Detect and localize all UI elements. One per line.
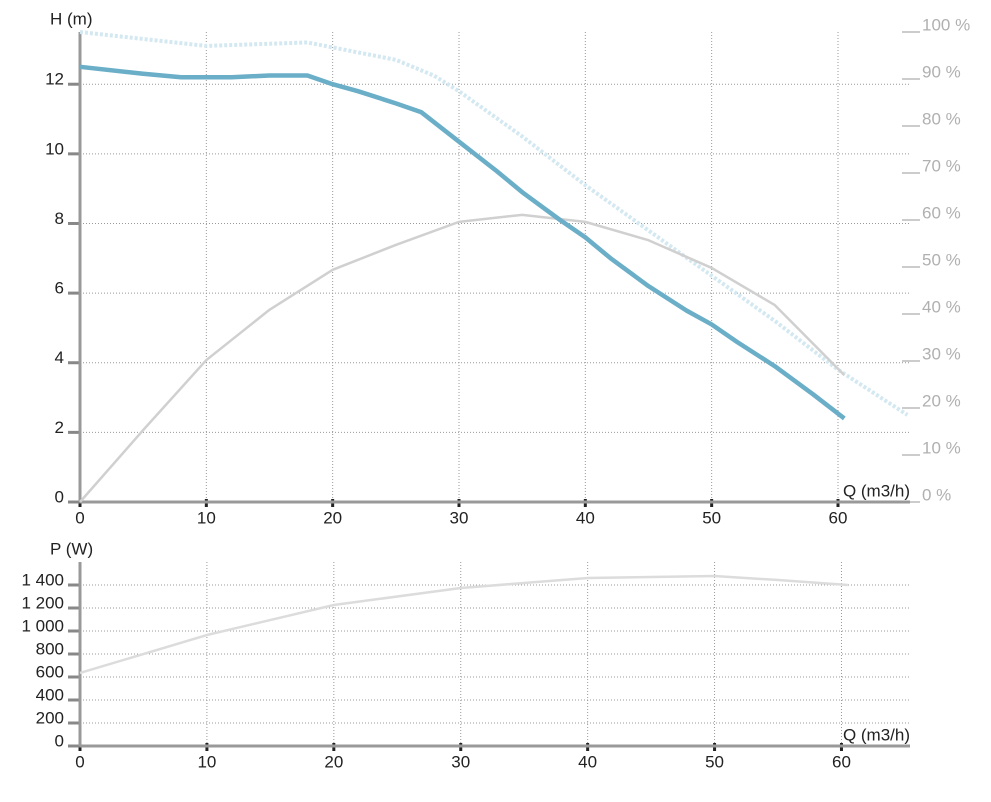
y-tick-label: 10 xyxy=(45,139,64,158)
x-tick-label: 60 xyxy=(829,508,848,527)
x-tick-label: 40 xyxy=(578,752,597,771)
y-tick-label: 600 xyxy=(36,662,64,681)
y2-tick-label: 10 % xyxy=(922,438,961,457)
y2-tick-label: 50 % xyxy=(922,250,961,269)
y2-tick-label: 30 % xyxy=(922,344,961,363)
plot-area xyxy=(80,32,910,502)
x-tick-label: 30 xyxy=(450,508,469,527)
y2-tick-label: 60 % xyxy=(922,203,961,222)
y-tick-label: 12 xyxy=(45,70,64,89)
y-axis-label: H (m) xyxy=(50,9,92,28)
y-tick-label: 400 xyxy=(36,685,64,704)
y2-tick-label: 100 % xyxy=(922,15,970,34)
y-tick-label: 1 000 xyxy=(21,616,64,635)
x-tick-label: 20 xyxy=(324,752,343,771)
y-tick-label: 1 400 xyxy=(21,570,64,589)
y2-tick-label: 0 % xyxy=(922,485,951,504)
y-tick-label: 200 xyxy=(36,708,64,727)
series-line xyxy=(79,574,848,675)
x-axis-label: Q (m3/h) xyxy=(843,725,910,744)
x-tick-label: 0 xyxy=(75,508,84,527)
y-tick-label: 8 xyxy=(55,209,64,228)
series-line xyxy=(79,64,846,421)
y2-tick-label: 40 % xyxy=(922,297,961,316)
x-tick-label: 30 xyxy=(451,752,470,771)
y-axis-label: P (W) xyxy=(50,539,93,558)
x-tick-label: 20 xyxy=(323,508,342,527)
x-tick-label: 10 xyxy=(197,508,216,527)
x-axis-label: Q (m3/h) xyxy=(843,481,910,500)
y-tick-label: 0 xyxy=(55,731,64,750)
x-tick-label: 10 xyxy=(197,752,216,771)
series-line xyxy=(79,213,846,503)
y-tick-label: 6 xyxy=(55,279,64,298)
x-tick-label: 0 xyxy=(75,752,84,771)
y-tick-label: 4 xyxy=(55,348,64,367)
y2-tick-label: 20 % xyxy=(922,391,961,410)
y-tick-label: 0 xyxy=(55,487,64,506)
y2-tick-label: 90 % xyxy=(922,62,961,81)
y-tick-label: 800 xyxy=(36,639,64,658)
y2-tick-label: 80 % xyxy=(922,109,961,128)
y2-tick-label: 70 % xyxy=(922,156,961,175)
x-tick-label: 50 xyxy=(705,752,724,771)
x-tick-label: 40 xyxy=(576,508,595,527)
y-tick-label: 2 xyxy=(55,418,64,437)
series-line xyxy=(79,30,909,417)
x-tick-label: 60 xyxy=(832,752,851,771)
x-tick-label: 50 xyxy=(702,508,721,527)
y-tick-label: 1 200 xyxy=(21,593,64,612)
